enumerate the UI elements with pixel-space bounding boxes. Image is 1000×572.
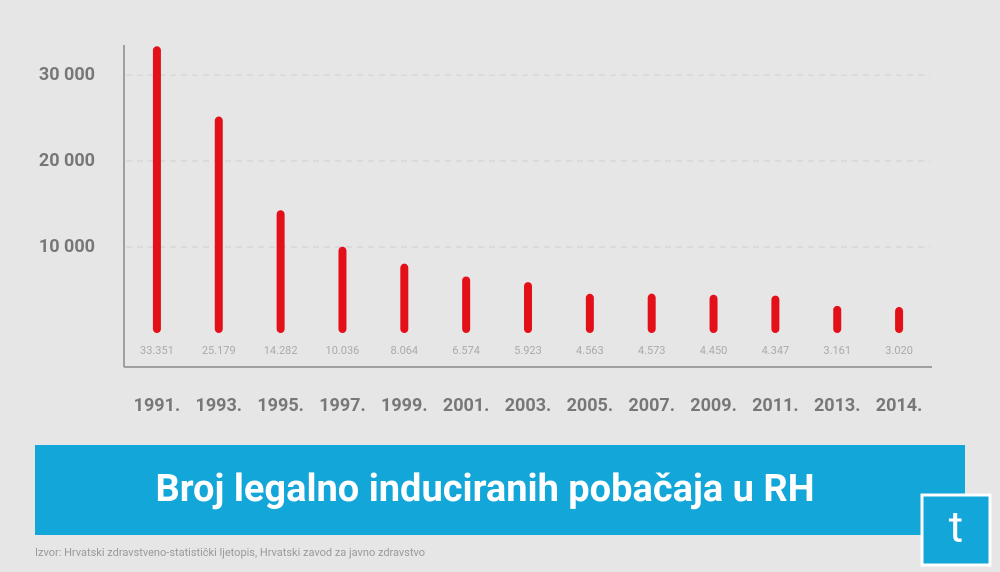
value-label: 33.351: [140, 344, 174, 357]
x-tick-label: 1993.: [196, 395, 243, 416]
value-label: 10.036: [326, 344, 360, 357]
source: Izvor: Hrvatski zdravstveno-statistički …: [35, 546, 425, 559]
x-tick-label: 2003.: [505, 395, 552, 416]
logo: [920, 493, 992, 567]
value-label: 3.020: [885, 344, 913, 357]
bar: [338, 246, 347, 333]
x-tick-label: 1999.: [381, 395, 428, 416]
value-label: 4.450: [700, 344, 728, 357]
x-tick-label: 2005.: [567, 395, 614, 416]
bar: [276, 210, 285, 333]
logo-text: t: [949, 501, 963, 553]
value-label: 3.161: [823, 344, 851, 357]
title-banner: [35, 445, 965, 535]
x-tick-label: 2011.: [752, 395, 799, 416]
x-tick-label: 2001.: [443, 395, 490, 416]
y-tick-label: 10 000: [39, 236, 95, 257]
value-label: 4.347: [762, 344, 790, 357]
bar: [585, 293, 594, 333]
bar: [771, 295, 780, 333]
bar: [152, 46, 161, 334]
x-tick-label: 2007.: [628, 395, 675, 416]
value-label: 5.923: [514, 344, 542, 357]
y-tick-label: 20 000: [39, 150, 95, 171]
y-tick-label: 30 000: [39, 64, 95, 85]
value-label: 4.563: [576, 344, 604, 357]
value-label: 6.574: [452, 344, 480, 357]
x-tick-label: 1995.: [257, 395, 304, 416]
bar: [214, 116, 223, 333]
bar: [709, 294, 718, 333]
value-label: 8.064: [390, 344, 418, 357]
bar: [462, 276, 471, 333]
chart-title: Broj legalno induciranih pobačaja u RH: [155, 467, 814, 511]
value-label: 4.573: [638, 344, 666, 357]
value-label: 14.282: [264, 344, 298, 357]
bar: [895, 307, 904, 333]
bar: [524, 282, 532, 333]
x-tick-label: 1991.: [134, 395, 181, 416]
x-tick-label: 2013.: [814, 395, 861, 416]
value-label: 25.179: [202, 344, 236, 357]
bar: [647, 293, 656, 333]
bar: [833, 305, 842, 333]
x-tick-label: 2009.: [690, 395, 737, 416]
bar: [400, 263, 409, 333]
x-tick-label: 2014.: [876, 395, 923, 416]
x-tick-label: 1997.: [319, 395, 366, 416]
